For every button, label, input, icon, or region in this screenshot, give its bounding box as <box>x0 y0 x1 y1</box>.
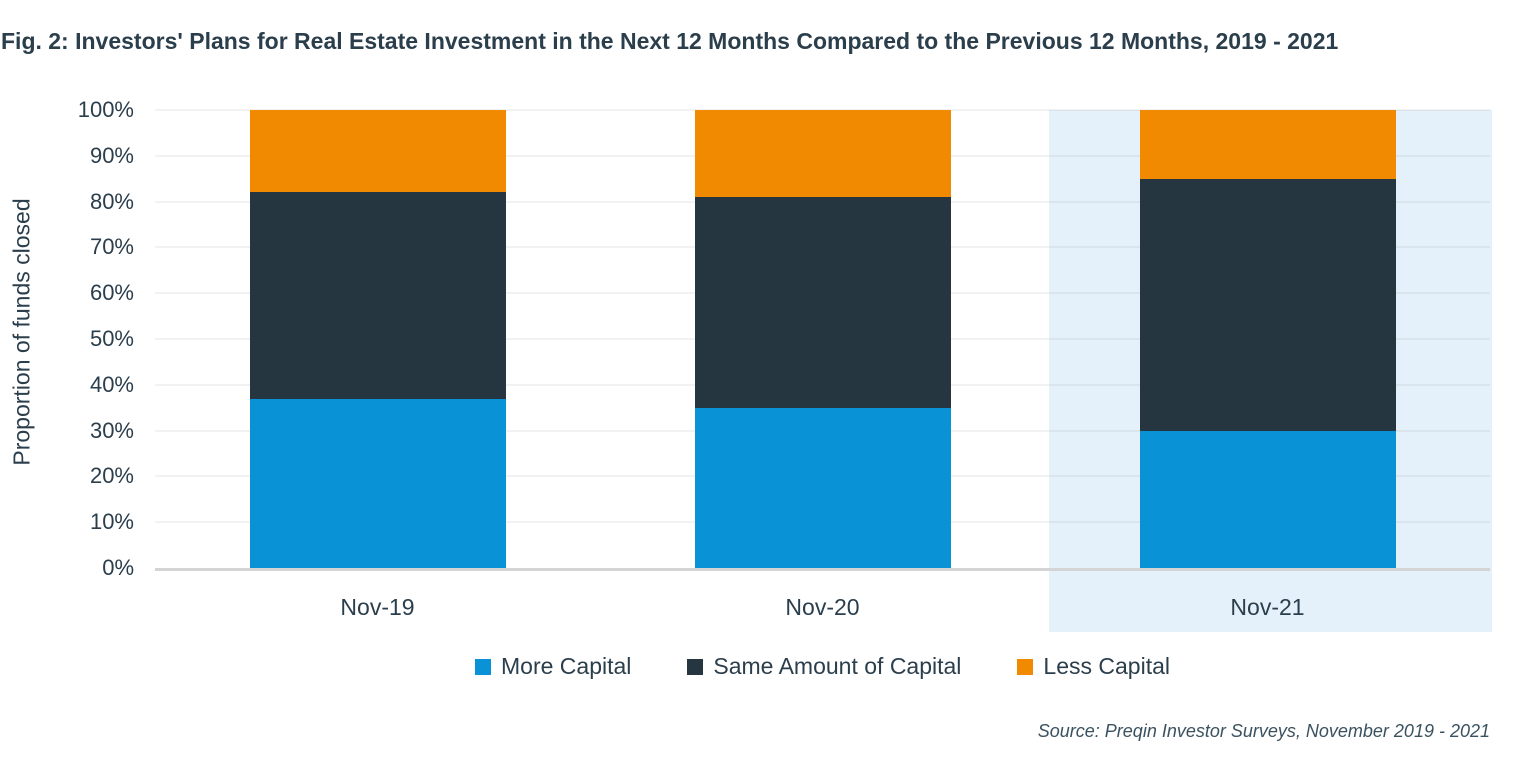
legend-swatch-same-amount-of-capital <box>687 658 704 675</box>
y-tick-label: 20% <box>89 463 134 489</box>
y-tick-label: 0% <box>102 555 134 580</box>
y-tick-label: 10% <box>89 509 134 535</box>
y-tick-label: 50% <box>89 326 134 351</box>
bar-segment-less-capital <box>1139 110 1396 179</box>
bar-segment-more-capital <box>249 398 506 568</box>
x-axis-label: Nov-19 <box>340 594 415 620</box>
legend-label: More Capital <box>501 653 632 679</box>
legend-item-less-capital: Less Capital <box>1017 653 1170 680</box>
bar-segment-same-amount-of-capital <box>1139 178 1396 431</box>
bar-segment-less-capital <box>694 110 951 198</box>
x-axis-line <box>155 568 1490 571</box>
legend-label: Less Capital <box>1043 653 1170 679</box>
x-axis-label: Nov-21 <box>1230 594 1305 620</box>
legend-swatch-more-capital <box>475 658 491 675</box>
bar-segment-same-amount-of-capital <box>249 192 506 399</box>
y-tick-label: 90% <box>89 142 134 168</box>
y-tick-label: 30% <box>89 417 134 443</box>
y-tick-label: 40% <box>89 371 134 397</box>
legend-item-same-amount-of-capital: Same Amount of Capital <box>687 653 961 680</box>
chart-legend: More Capital Same Amount of Capital Less C… <box>155 653 1490 680</box>
y-tick-label: 100% <box>77 97 134 122</box>
legend-item-more-capital: More Capital <box>475 653 631 680</box>
legend-label: Same Amount of Capital <box>713 653 962 679</box>
bar-segment-more-capital <box>1139 430 1396 568</box>
x-axis-label: Nov-20 <box>785 594 860 620</box>
legend-swatch-less-capital <box>1017 658 1034 675</box>
y-tick-label: 80% <box>89 188 134 214</box>
y-tick-label: 60% <box>89 280 134 306</box>
y-tick-label: 70% <box>89 234 134 260</box>
bar-segment-less-capital <box>249 110 506 193</box>
chart-title: Fig. 2: Investors' Plans for Real Estate… <box>1 28 1339 54</box>
bar-segment-same-amount-of-capital <box>694 197 951 408</box>
bar-segment-more-capital <box>694 407 951 568</box>
source-note: Source: Preqin Investor Surveys, Novembe… <box>1037 721 1490 741</box>
